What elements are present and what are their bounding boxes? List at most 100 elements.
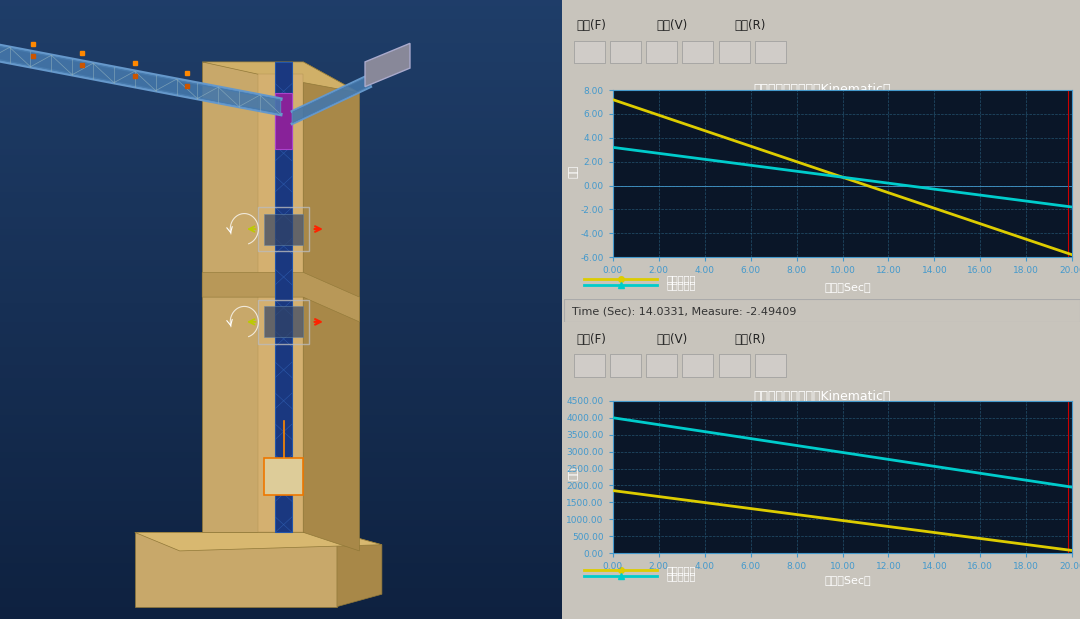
Bar (0, 87, 562, 93)
Bar (0, 0, 562, 6)
Bar (0, 272, 562, 279)
Bar (0, 508, 562, 514)
Bar (0, 359, 562, 365)
Bar (0, 124, 562, 130)
Polygon shape (202, 62, 360, 93)
Bar (755, 41, 786, 63)
Polygon shape (135, 532, 337, 607)
Bar (0, 607, 562, 613)
Bar (0, 396, 562, 402)
Bar (0, 56, 562, 62)
Bar (0, 31, 562, 37)
Polygon shape (337, 532, 382, 607)
Polygon shape (258, 74, 303, 532)
Bar (0, 62, 562, 68)
Bar (0, 433, 562, 439)
Text: 文件(F): 文件(F) (577, 19, 607, 33)
Bar (0, 99, 562, 105)
Bar (0, 235, 562, 241)
Bar (0, 446, 562, 452)
Bar (0, 180, 562, 186)
Bar (0, 483, 562, 489)
Bar (0, 334, 562, 340)
Bar (0, 136, 562, 142)
Bar (258, 207, 309, 251)
Bar (0, 229, 562, 235)
Bar (264, 214, 303, 245)
Bar (610, 354, 642, 376)
Polygon shape (365, 43, 410, 87)
Bar (0, 19, 562, 25)
Bar (610, 41, 642, 63)
Bar (0, 167, 562, 173)
Bar (0, 390, 562, 396)
Bar (0, 551, 562, 557)
Bar (0, 217, 562, 223)
Bar (0, 409, 562, 415)
Polygon shape (292, 74, 370, 124)
Bar (0, 161, 562, 167)
Bar (0, 111, 562, 118)
Bar (0, 266, 562, 272)
Bar (646, 354, 677, 376)
Bar (0, 415, 562, 421)
Bar (0, 588, 562, 594)
Bar (755, 354, 786, 376)
Bar (0, 204, 562, 210)
Text: 第一道用者: 第一道用者 (667, 274, 697, 284)
Bar (0, 254, 562, 260)
Bar (0, 248, 562, 254)
Text: 文件(F): 文件(F) (577, 332, 607, 346)
Bar (0, 576, 562, 582)
Bar (0, 12, 562, 19)
Text: 格式(R): 格式(R) (734, 19, 766, 33)
Bar (0, 25, 562, 31)
Bar (575, 354, 605, 376)
Polygon shape (202, 62, 303, 532)
Bar (0, 532, 562, 539)
Bar (0, 291, 562, 297)
Bar (0, 223, 562, 229)
Bar (0, 495, 562, 501)
Bar (0, 173, 562, 180)
Bar (0, 340, 562, 347)
Text: 第二道用者: 第二道用者 (667, 571, 697, 581)
Bar (0, 74, 562, 80)
Bar (683, 41, 714, 63)
Bar (0, 279, 562, 285)
Text: 视图(V): 视图(V) (657, 332, 688, 346)
Bar (0, 520, 562, 526)
Bar (0, 582, 562, 588)
Bar (0, 347, 562, 353)
Text: 附着收缩速度分析（Kinematic）: 附着收缩速度分析（Kinematic） (753, 391, 891, 404)
Bar (0, 310, 562, 316)
Bar (0, 427, 562, 433)
Bar (0, 80, 562, 87)
Bar (0, 328, 562, 334)
Polygon shape (202, 272, 360, 322)
Bar (0, 477, 562, 483)
Bar (0, 6, 562, 12)
Text: 时间（Sec）: 时间（Sec） (824, 282, 870, 292)
Bar (0, 118, 562, 124)
Bar (0, 155, 562, 161)
Bar (0, 142, 562, 149)
Bar (0, 384, 562, 390)
Bar (0, 50, 562, 56)
Polygon shape (135, 532, 382, 551)
Bar (0, 489, 562, 495)
Bar (0, 303, 562, 310)
Bar (683, 354, 714, 376)
Text: 时间（Sec）: 时间（Sec） (824, 575, 870, 586)
Bar (0, 192, 562, 198)
Bar (646, 41, 677, 63)
Bar (0, 316, 562, 322)
Bar (0, 322, 562, 328)
Bar (0, 569, 562, 576)
Bar (0, 130, 562, 136)
Bar (0, 557, 562, 563)
Bar (0, 210, 562, 217)
Bar (0, 421, 562, 427)
Bar (0, 365, 562, 371)
Bar (0, 402, 562, 409)
